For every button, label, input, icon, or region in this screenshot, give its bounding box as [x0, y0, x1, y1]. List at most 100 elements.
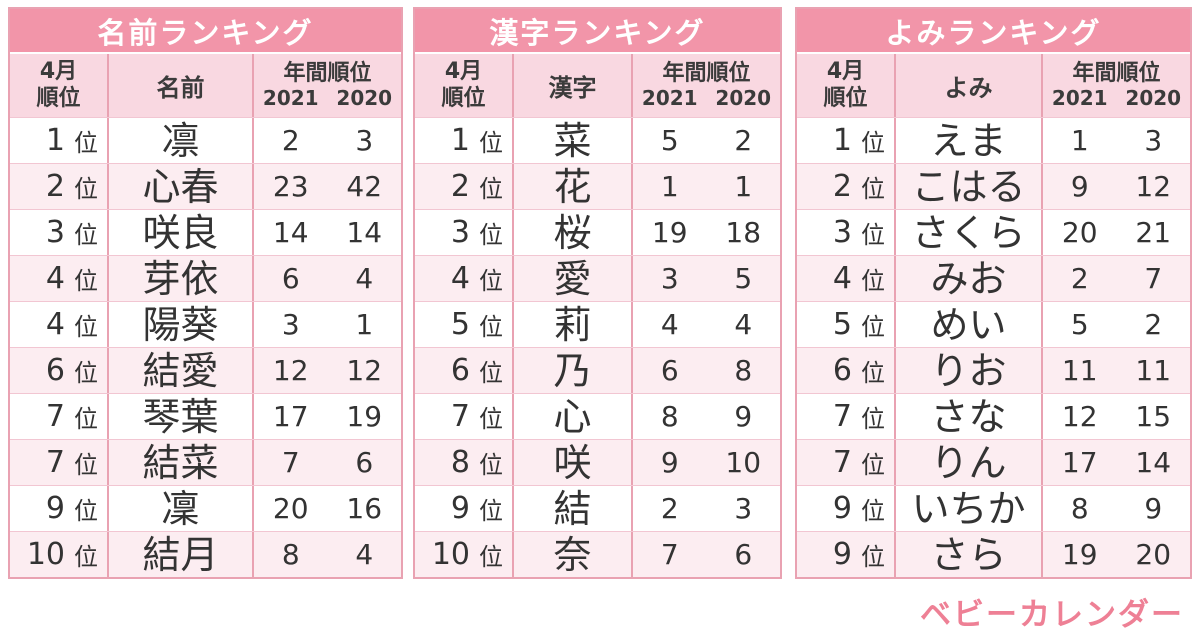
rank-suffix: 位: [74, 267, 98, 295]
annual-2021: 3: [660, 262, 679, 295]
rank-suffix: 位: [74, 451, 98, 479]
annual-2020: 10: [725, 446, 762, 479]
rank-suffix: 位: [861, 267, 885, 295]
annual-2021: 12: [1061, 400, 1098, 433]
year-2020-header: 2020: [336, 86, 393, 111]
annual-2021: 17: [272, 400, 309, 433]
annual-2020: 6: [734, 538, 753, 571]
annual-2020: 16: [346, 492, 383, 525]
rank-suffix: 位: [861, 221, 885, 249]
name-cell: 心: [512, 394, 633, 439]
name-cell: 花: [512, 164, 633, 209]
table-row: 4 位陽葵 3 1: [10, 301, 401, 347]
rank-column-header: 4月 順位: [10, 54, 107, 117]
annual-2021: 20: [272, 492, 309, 525]
year-subheaders: 2021 2020: [254, 86, 401, 110]
year-2020-header: 2020: [715, 86, 772, 111]
name-cell: りお: [894, 348, 1043, 393]
table-header-row: 4月 順位 漢字 年間順位 2021 2020: [415, 54, 780, 117]
name-cell: 乃: [512, 348, 633, 393]
name-cell: 莉: [512, 302, 633, 347]
annual-2020: 14: [346, 216, 383, 249]
rank-number: 4: [45, 307, 65, 342]
annual-2020: 9: [734, 400, 753, 433]
table-title: 名前ランキング: [10, 9, 401, 54]
name-column-header: 名前: [107, 54, 254, 117]
annual-2021: 9: [1070, 170, 1089, 203]
name-cell: いちか: [894, 486, 1043, 531]
rank-suffix: 位: [74, 359, 98, 387]
annual-2021: 9: [660, 446, 679, 479]
annual-2020: 5: [734, 262, 753, 295]
annual-cell: 20 21: [1043, 210, 1190, 255]
rank-column-header: 4月 順位: [797, 54, 894, 117]
name-cell: 心春: [107, 164, 254, 209]
name-cell: さら: [894, 532, 1043, 577]
annual-2020: 4: [355, 262, 374, 295]
rank-header-line1: 4月: [826, 59, 865, 85]
name-cell: めい: [894, 302, 1043, 347]
name-cell: えま: [894, 118, 1043, 163]
name-cell: さな: [894, 394, 1043, 439]
rank-number: 9: [832, 491, 852, 526]
annual-2020: 14: [1135, 446, 1172, 479]
annual-2021: 14: [272, 216, 309, 249]
name-cell: 咲良: [107, 210, 254, 255]
table-row: 7 位さな 12 15: [797, 393, 1190, 439]
table-row: 7 位りん 17 14: [797, 439, 1190, 485]
rank-suffix: 位: [74, 129, 98, 157]
annual-2021: 2: [281, 124, 300, 157]
annual-cell: 17 19: [254, 394, 401, 439]
annual-2021: 1: [660, 170, 679, 203]
rank-number: 7: [45, 445, 65, 480]
rank-suffix: 位: [74, 221, 98, 249]
table-title: 漢字ランキング: [415, 9, 780, 54]
annual-cell: 19 18: [633, 210, 780, 255]
table-row: 7 位結菜 7 6: [10, 439, 401, 485]
rank-number: 1: [45, 123, 65, 158]
annual-cell: 12 12: [254, 348, 401, 393]
table-row: 9 位凜 20 16: [10, 485, 401, 531]
table-header-row: 4月 順位 よみ 年間順位 2021 2020: [797, 54, 1190, 117]
rank-header-line2: 順位: [36, 85, 81, 111]
rank-suffix: 位: [479, 129, 503, 157]
rank-number: 5: [832, 307, 852, 342]
annual-2020: 4: [355, 538, 374, 571]
annual-2020: 2: [734, 124, 753, 157]
rank-suffix: 位: [479, 405, 503, 433]
annual-2021: 8: [281, 538, 300, 571]
name-cell: 菜: [512, 118, 633, 163]
annual-2021: 5: [1070, 308, 1089, 341]
rank-number: 7: [832, 445, 852, 480]
annual-header-label: 年間順位: [662, 60, 751, 86]
annual-2020: 21: [1135, 216, 1172, 249]
name-cell: 凜: [107, 486, 254, 531]
rank-number: 6: [832, 353, 852, 388]
annual-column-header: 年間順位 2021 2020: [1043, 54, 1190, 117]
table-row: 9 位いちか 8 9: [797, 485, 1190, 531]
